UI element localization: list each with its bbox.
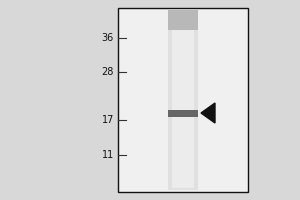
Bar xyxy=(168,10,198,190)
Text: 28: 28 xyxy=(102,67,114,77)
Text: 11: 11 xyxy=(102,150,114,160)
Bar xyxy=(168,10,198,30)
Text: 17: 17 xyxy=(102,115,114,125)
Bar xyxy=(118,8,248,192)
Text: 36: 36 xyxy=(102,33,114,43)
Bar xyxy=(172,30,194,188)
Polygon shape xyxy=(201,103,215,123)
Bar xyxy=(168,110,198,117)
